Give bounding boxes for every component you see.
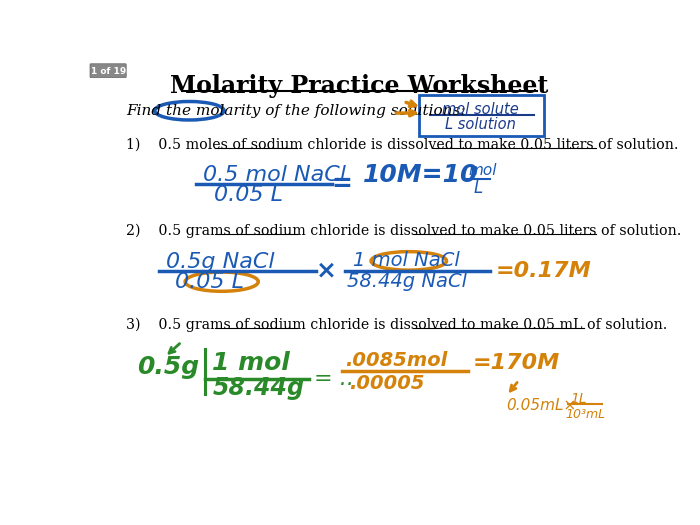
Text: 0.5g NaCl: 0.5g NaCl xyxy=(167,251,274,271)
Text: .00005: .00005 xyxy=(349,374,424,393)
Text: 58.44g: 58.44g xyxy=(213,376,304,400)
Text: 0.05 L: 0.05 L xyxy=(214,185,283,205)
Text: 1 mol: 1 mol xyxy=(213,351,290,375)
FancyBboxPatch shape xyxy=(419,94,543,136)
Text: 1 mol NaCl: 1 mol NaCl xyxy=(353,251,459,270)
Text: =0.17M: =0.17M xyxy=(496,261,592,281)
Text: mol: mol xyxy=(468,163,496,179)
Text: 0.05 L: 0.05 L xyxy=(176,271,244,292)
Text: =: = xyxy=(331,172,352,196)
Text: 0.05mL×: 0.05mL× xyxy=(507,398,577,413)
Text: Find the molarity of the following solutions:: Find the molarity of the following solut… xyxy=(126,104,466,118)
Text: 58.44g NaCl: 58.44g NaCl xyxy=(347,272,467,291)
Text: 1)    0.5 moles of sodium chloride is dissolved to make 0.05 liters of solution.: 1) 0.5 moles of sodium chloride is disso… xyxy=(126,138,679,152)
Text: mol solute: mol solute xyxy=(442,102,519,117)
Text: L solution: L solution xyxy=(445,117,516,132)
Text: 1L: 1L xyxy=(570,392,587,406)
Text: =170M: =170M xyxy=(473,353,560,373)
Text: .0085mol: .0085mol xyxy=(345,352,447,371)
Text: ×: × xyxy=(316,259,337,283)
FancyBboxPatch shape xyxy=(90,64,126,78)
Text: = ..: = .. xyxy=(314,369,354,388)
Text: L: L xyxy=(473,178,483,197)
Text: 0.5 mol NaCl: 0.5 mol NaCl xyxy=(203,165,346,185)
Text: Molarity Practice Worksheet: Molarity Practice Worksheet xyxy=(169,74,548,98)
Text: 0.5g: 0.5g xyxy=(137,355,199,379)
Text: 1 of 19: 1 of 19 xyxy=(91,67,126,76)
Text: 10M=10: 10M=10 xyxy=(363,163,478,187)
Text: 10³mL: 10³mL xyxy=(566,407,606,421)
Text: 3)    0.5 grams of sodium chloride is dissolved to make 0.05 mL of solution.: 3) 0.5 grams of sodium chloride is disso… xyxy=(126,318,668,332)
Text: 2)    0.5 grams of sodium chloride is dissolved to make 0.05 liters of solution.: 2) 0.5 grams of sodium chloride is disso… xyxy=(126,224,682,238)
